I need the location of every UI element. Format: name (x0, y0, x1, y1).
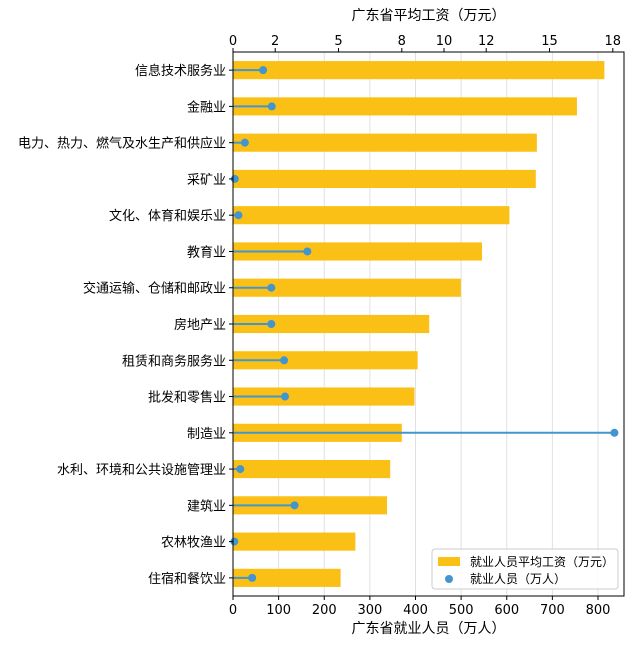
bottom-tick-label: 0 (229, 603, 237, 618)
category-label: 信息技术服务业 (135, 63, 226, 79)
category-label: 采矿业 (187, 173, 226, 188)
category-label: 文化、体育和娱乐业 (109, 208, 226, 224)
bottom-tick-label: 100 (266, 603, 291, 618)
salary-bar (233, 61, 605, 80)
bottom-tick-label: 400 (403, 603, 428, 618)
employment-point (240, 138, 249, 147)
category-label: 房地产业 (174, 317, 226, 333)
employment-point (610, 428, 619, 437)
salary-bar (233, 206, 510, 225)
employment-point (234, 211, 243, 220)
salary-bars (233, 61, 605, 587)
category-label: 制造业 (187, 427, 226, 442)
salary-bar (233, 351, 418, 370)
bottom-tick-label: 700 (540, 603, 565, 618)
top-tick-label: 8 (398, 34, 406, 49)
salary-bar (233, 133, 537, 152)
legend: 就业人员平均工资（万元） 就业人员（万人） (431, 548, 619, 590)
salary-bar (233, 496, 388, 515)
salary-bar (233, 97, 577, 116)
top-tick-label: 5 (334, 34, 342, 49)
salary-bar (233, 314, 430, 334)
category-label: 金融业 (187, 99, 226, 115)
employment-point (267, 102, 276, 111)
top-tick-label: 0 (229, 34, 237, 49)
bottom-tick-label: 800 (586, 603, 611, 618)
top-axis-title: 广东省平均工资（万元） (352, 8, 506, 24)
category-label: 教育业 (187, 244, 226, 260)
legend-dot-swatch (445, 575, 453, 583)
bottom-tick-label: 300 (357, 603, 382, 618)
employment-point (259, 66, 268, 75)
category-label: 水利、环境和公共设施管理业 (57, 463, 226, 478)
bottom-axis-ticks: 0 100 200 300 400 500 600 700 800 (229, 596, 611, 618)
legend-bar-label: 就业人员平均工资（万元） (470, 555, 614, 569)
employment-point (281, 392, 290, 401)
salary-bar (233, 460, 391, 479)
category-label: 批发和零售业 (148, 390, 226, 406)
legend-bar-swatch (438, 557, 460, 566)
salary-bar (233, 278, 461, 297)
bottom-axis-title: 广东省就业人员（万人） (352, 621, 506, 637)
bottom-tick-label: 200 (312, 603, 337, 618)
legend-dot-label: 就业人员（万人） (470, 572, 566, 586)
category-label: 电力、热力、燃气及水生产和供应业 (18, 136, 226, 152)
employment-stems (233, 69, 615, 579)
employment-point (267, 283, 276, 292)
bottom-tick-label: 600 (494, 603, 519, 618)
top-axis-ticks: 0 2 5 8 10 12 15 18 (229, 34, 621, 52)
salary-bar (233, 169, 536, 188)
bottom-tick-label: 500 (449, 603, 474, 618)
salary-bar (233, 387, 415, 406)
category-label: 租赁和商务服务业 (122, 353, 226, 369)
salary-bar (233, 242, 482, 261)
category-label: 农林牧渔业 (161, 536, 226, 551)
category-label: 住宿和餐饮业 (148, 571, 226, 587)
employment-point (248, 573, 257, 582)
employment-point (280, 356, 289, 365)
employment-point (290, 501, 299, 510)
category-label: 交通运输、仓储和邮政业 (83, 281, 226, 297)
salary-bar (233, 532, 356, 551)
employment-point (267, 320, 276, 328)
top-tick-label: 10 (436, 34, 453, 49)
employment-points (230, 66, 619, 582)
employment-point (303, 247, 312, 256)
legend-box (431, 548, 619, 590)
category-label: 建筑业 (187, 498, 226, 514)
category-labels: 信息技术服务业金融业电力、热力、燃气及水生产和供应业采矿业文化、体育和娱乐业教育… (18, 63, 233, 587)
top-tick-label: 2 (271, 34, 279, 49)
top-tick-label: 18 (605, 34, 622, 49)
top-tick-label: 15 (541, 34, 558, 49)
employment-point (236, 465, 245, 474)
employment-point (230, 537, 239, 546)
salary-bar (233, 568, 341, 587)
top-tick-label: 12 (478, 34, 495, 49)
